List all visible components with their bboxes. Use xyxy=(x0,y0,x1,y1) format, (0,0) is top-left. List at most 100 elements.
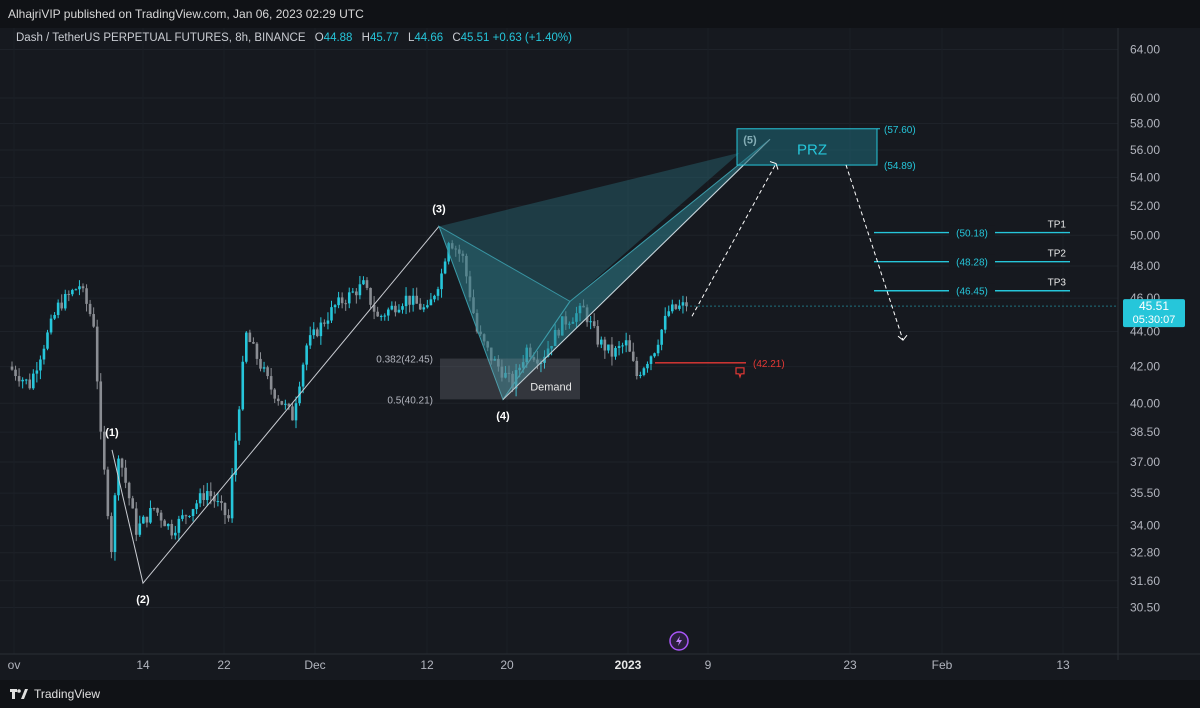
pattern-point-label: (2) xyxy=(136,594,150,606)
candle xyxy=(88,299,92,317)
candle xyxy=(379,314,383,321)
candle-body xyxy=(653,353,656,357)
candle-body xyxy=(63,293,67,309)
candle-body xyxy=(635,360,639,377)
candle-body xyxy=(106,469,110,517)
candle-body xyxy=(195,503,198,510)
candle xyxy=(301,362,305,394)
candle-body xyxy=(667,311,671,316)
price-tick-label: 58.00 xyxy=(1130,117,1160,131)
candle xyxy=(674,303,678,311)
candle xyxy=(262,361,266,373)
projection-up-path xyxy=(691,163,777,317)
candle xyxy=(46,329,49,351)
candle xyxy=(106,466,110,520)
candle xyxy=(21,377,24,389)
prz-zone xyxy=(736,128,878,166)
candle-body xyxy=(191,509,195,516)
candle-body xyxy=(394,305,397,313)
candle-body xyxy=(642,368,646,375)
candle xyxy=(248,329,252,343)
candle xyxy=(369,287,372,309)
countdown-value: 05:30:07 xyxy=(1133,314,1176,326)
candle-body xyxy=(685,302,688,307)
candle xyxy=(653,352,656,358)
candle-body xyxy=(156,508,159,513)
target-name-label: TP2 xyxy=(1048,249,1067,260)
annotations: 0.382(42.45) 0.5(40.21) Demand PRZ (57.60) (5… xyxy=(376,125,1118,651)
candle xyxy=(635,356,639,380)
candle xyxy=(237,406,241,445)
price-tick-label: 34.00 xyxy=(1130,519,1160,533)
candle xyxy=(326,312,330,330)
stop-loss-icon-shape xyxy=(735,367,745,379)
chart-area[interactable]: (1)(2)(3)(4)(5) 0.382(42.45)0.5(40.21)De… xyxy=(0,28,1200,680)
candle-body xyxy=(152,508,156,510)
candle-body xyxy=(71,290,74,295)
symbol-title: Dash / TetherUS PERPETUAL FUTURES, 8h, B… xyxy=(16,32,306,44)
close-label: C xyxy=(452,32,461,44)
candle xyxy=(131,495,134,509)
tradingview-brand[interactable]: TradingView xyxy=(10,680,100,708)
candle xyxy=(358,275,362,300)
candle-body xyxy=(284,403,287,405)
candle-body xyxy=(216,501,220,503)
candle xyxy=(404,287,408,315)
candle xyxy=(181,509,184,522)
candle xyxy=(170,519,174,540)
candle-body xyxy=(610,344,614,357)
candle-body xyxy=(436,289,440,296)
target-label-bg xyxy=(949,254,995,269)
candle xyxy=(184,514,188,525)
candle-body xyxy=(223,502,227,516)
candle-body xyxy=(418,303,422,310)
candle-body xyxy=(376,311,379,317)
candle xyxy=(312,322,316,339)
candle xyxy=(220,495,223,511)
candle xyxy=(56,299,60,319)
candle xyxy=(241,355,245,411)
candle-body xyxy=(49,318,53,333)
candle xyxy=(436,286,440,301)
candle xyxy=(656,339,660,357)
candle-body xyxy=(241,361,245,410)
last-price-value: 45.51 xyxy=(1139,299,1169,313)
prz-label: PRZ xyxy=(797,142,827,159)
candle xyxy=(429,292,433,306)
price-tick-label: 31.60 xyxy=(1130,574,1160,588)
candle-body xyxy=(227,515,230,519)
candle xyxy=(49,314,53,335)
candle-body xyxy=(230,475,234,519)
prz-lower-label: (54.89) xyxy=(884,161,916,172)
candle-body xyxy=(596,326,600,345)
target-price-label: (48.28) xyxy=(956,258,988,269)
candle xyxy=(42,344,46,365)
candle-body xyxy=(639,374,642,377)
low-label: L xyxy=(407,32,415,44)
candle xyxy=(142,515,145,524)
target-name-label: TP3 xyxy=(1048,278,1067,289)
candle-body xyxy=(671,304,674,312)
candle-body xyxy=(326,320,330,324)
candle xyxy=(330,300,333,324)
candle xyxy=(596,320,600,348)
candle xyxy=(216,492,220,507)
candle xyxy=(28,373,32,390)
candle xyxy=(397,304,401,314)
candle xyxy=(418,298,422,311)
candle xyxy=(394,301,397,317)
candle xyxy=(276,395,280,406)
candle-body xyxy=(678,305,681,309)
candle-body xyxy=(188,515,191,517)
price-chart[interactable]: (1)(2)(3)(4)(5) 0.382(42.45)0.5(40.21)De… xyxy=(0,28,1200,680)
projection-down-path xyxy=(845,164,904,341)
candle-body xyxy=(592,321,596,327)
candle-body xyxy=(74,289,78,291)
candle-body xyxy=(10,366,14,370)
candle xyxy=(678,299,681,311)
candle xyxy=(252,337,255,344)
demand-label: Demand xyxy=(530,382,572,394)
time-tick-label: Feb xyxy=(932,658,953,672)
candle xyxy=(209,482,213,505)
candle-body xyxy=(92,314,95,327)
